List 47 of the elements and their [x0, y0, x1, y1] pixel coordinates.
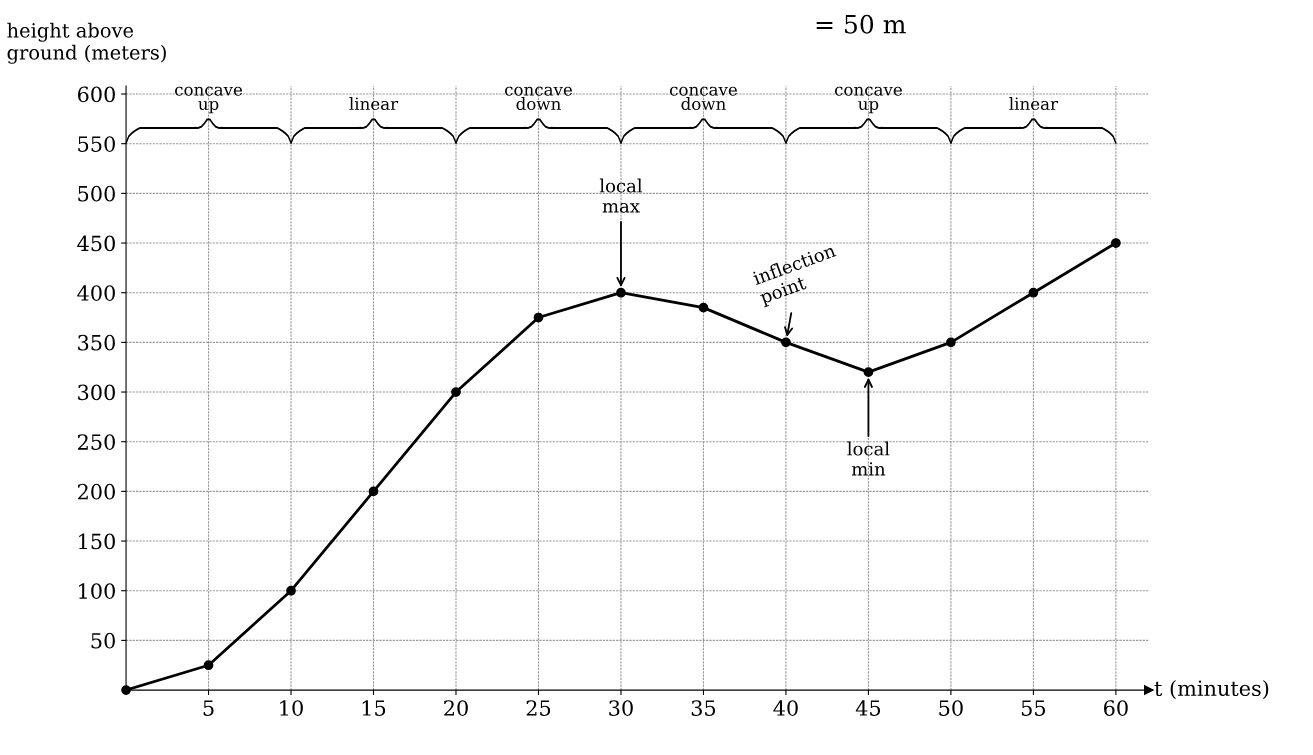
y-tick-label: 350 — [78, 334, 115, 351]
y-tick-label: 200 — [77, 483, 115, 500]
annotation: concave up — [175, 86, 243, 114]
x-tick-label: 10 — [280, 700, 303, 716]
x-tick-label: 50 — [939, 700, 963, 716]
point — [863, 367, 874, 378]
y-tick-label: 300 — [78, 384, 115, 401]
annotation: concave down — [669, 86, 737, 111]
point — [698, 302, 709, 313]
x-tick-label: 55 — [1021, 700, 1046, 716]
y-tick-label: 250 — [77, 434, 115, 450]
point — [1028, 287, 1039, 298]
point — [203, 660, 214, 671]
x-tick-label: 30 — [609, 700, 633, 716]
y-tick-label: 550 — [78, 136, 115, 152]
y-tick-label: 500 — [78, 185, 115, 202]
point — [368, 486, 379, 497]
x-tick-label: 45 — [855, 700, 881, 716]
point — [451, 387, 461, 397]
y-tick-label: 400 — [77, 285, 115, 301]
x-tick-label: 40 — [773, 700, 798, 716]
point — [1111, 238, 1121, 248]
x-tick-label: 25 — [526, 700, 551, 716]
point — [286, 585, 296, 596]
x-tick-label: 60 — [1104, 700, 1128, 716]
y-axis-title: height above ground (meters) — [7, 22, 166, 64]
x-tick-label: 35 — [691, 700, 716, 716]
point — [946, 337, 956, 348]
annotation: local min — [847, 441, 890, 476]
annotation: concave up — [834, 86, 902, 114]
y-tick-label: 450 — [77, 235, 115, 252]
x-tick-label: 20 — [444, 700, 468, 716]
point — [533, 312, 544, 323]
point — [781, 337, 791, 348]
y-tick-label: 600 — [77, 86, 115, 103]
x-tick-label: 15 — [362, 700, 386, 716]
x-tick-label: 5 — [203, 700, 214, 716]
x-axis-title: t (minutes) — [1154, 679, 1269, 700]
y-tick-label: 100 — [79, 583, 115, 599]
text: = 50 m — [816, 14, 906, 34]
point — [616, 287, 626, 298]
annotation: local max — [599, 178, 643, 213]
y-tick-label: 150 — [79, 533, 115, 550]
annotation: concave down — [504, 86, 572, 111]
y-tick-label: 50 — [91, 632, 115, 649]
annotation: linear — [1009, 97, 1058, 111]
annotation: linear — [349, 97, 399, 111]
